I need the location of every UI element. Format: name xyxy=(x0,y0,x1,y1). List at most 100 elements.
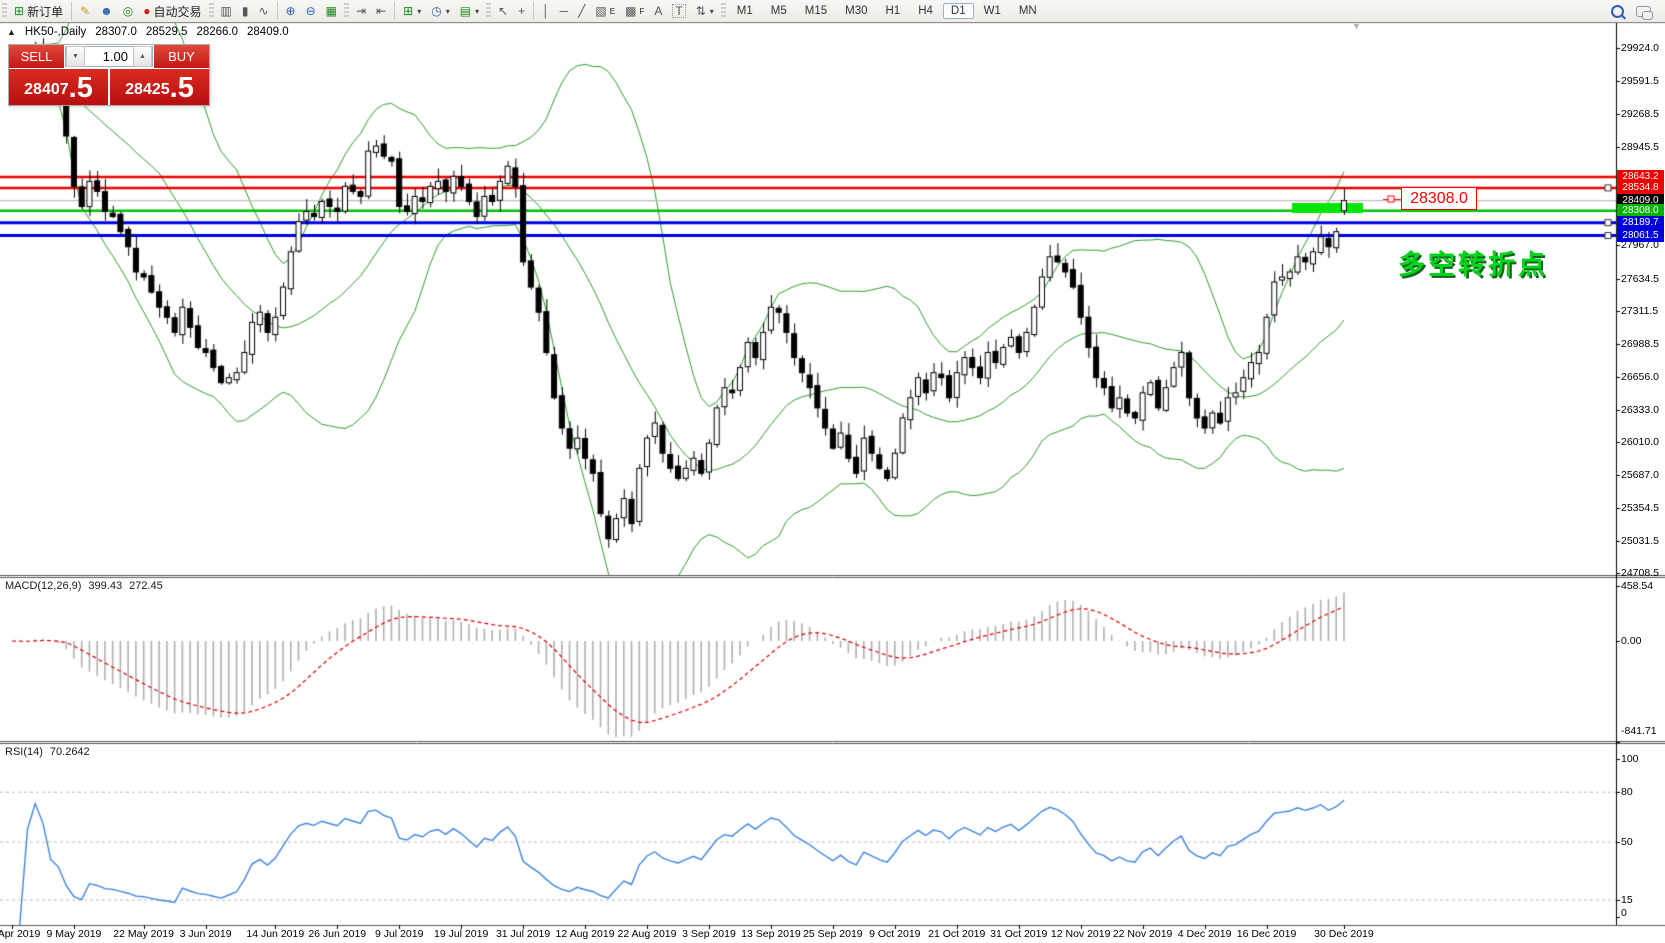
rsi-axis-label: 0 xyxy=(1621,907,1627,919)
fibonacci-sub-label: F xyxy=(639,6,645,16)
time-axis-label: 12 Aug 2019 xyxy=(555,928,615,940)
zoom-out-button[interactable]: ⊖ xyxy=(301,4,321,18)
collapse-icon[interactable]: ▲ xyxy=(7,27,16,37)
price-callout-label[interactable]: 28308.0 xyxy=(1401,187,1477,210)
candlestick-chart-button[interactable]: ▮ xyxy=(237,4,254,18)
trendline-button[interactable]: ╱ xyxy=(573,4,590,18)
toolbar-drag-handle[interactable] xyxy=(486,3,492,19)
arrows-button[interactable]: ⇅ ▾ xyxy=(691,4,719,18)
volume-input[interactable]: 1.00 xyxy=(102,49,128,64)
new-order-button[interactable]: ⊞ 新订单 xyxy=(9,2,68,21)
price-axis-tick-label: 29924.0 xyxy=(1621,42,1659,54)
time-axis-label: 9 May 2019 xyxy=(46,928,102,940)
timeframe-button-M30[interactable]: M30 xyxy=(845,5,868,17)
cursor-icon: ↖ xyxy=(498,4,509,18)
chart-shift-marker-icon[interactable]: ▼ xyxy=(1352,21,1361,31)
autotrading-label: 自动交易 xyxy=(153,4,202,19)
toolbar-drag-handle[interactable] xyxy=(2,3,7,19)
crosshair-button[interactable]: + xyxy=(513,4,530,18)
equidistant-channel-button[interactable]: ▧ E xyxy=(590,4,620,18)
toolbar-separator xyxy=(533,2,535,20)
tile-windows-button[interactable]: ▦ xyxy=(321,4,342,18)
time-axis-label: 22 May 2019 xyxy=(113,928,174,940)
buy-button[interactable]: BUY xyxy=(154,45,209,68)
price-tag: 28534.8 xyxy=(1617,181,1664,195)
toolbar-drag-handle[interactable] xyxy=(344,3,350,19)
community-button[interactable]: ☻ xyxy=(95,4,118,18)
timeframe-button-D1[interactable]: D1 xyxy=(942,3,974,19)
auto-scroll-button[interactable]: ⇥ xyxy=(351,4,371,18)
sell-price-display[interactable]: 28407 .5 xyxy=(9,69,108,105)
timeframe-button-M5[interactable]: M5 xyxy=(770,5,787,17)
one-click-trading-panel: SELL ▼ 1.00 ▲ BUY 28407 .5 28425 .5 xyxy=(8,44,210,106)
text-icon: A xyxy=(654,4,663,18)
chart-shift-button[interactable]: ⇤ xyxy=(371,4,391,18)
toolbar-drag-handle[interactable] xyxy=(720,3,726,19)
ohlc-low: 28266.0 xyxy=(196,26,239,38)
buy-price-display[interactable]: 28425 .5 xyxy=(110,69,209,105)
horizontal-line-button[interactable]: ─ xyxy=(555,4,574,18)
timeframe-button-H4[interactable]: H4 xyxy=(918,5,933,17)
time-axis-label: 4 Dec 2019 xyxy=(1177,928,1232,940)
ohlc-high: 28529.5 xyxy=(145,26,188,38)
time-axis-label: 19 Jul 2019 xyxy=(433,928,489,940)
toolbar-separator xyxy=(71,2,73,20)
signals-button[interactable]: ◎ xyxy=(118,4,138,18)
sell-button[interactable]: SELL xyxy=(9,45,64,68)
indicators-button[interactable]: ⊞ ▾ xyxy=(398,4,426,18)
price-axis-tick-label: 29268.5 xyxy=(1621,108,1659,120)
channel-icon: ▧ xyxy=(595,4,607,18)
line-chart-button[interactable]: ∿ xyxy=(253,4,273,18)
timeframe-button-W1[interactable]: W1 xyxy=(983,5,1001,17)
rsi-indicator-label: RSI(14) 70.2642 xyxy=(5,746,90,758)
timeframe-button-M15[interactable]: M15 xyxy=(804,5,828,17)
turning-point-annotation[interactable]: 多空转折点 xyxy=(1398,250,1548,280)
time-axis-label: 13 Sep 2019 xyxy=(741,928,801,940)
bar-chart-icon: ▥ xyxy=(220,4,232,18)
rsi-axis-label: 15 xyxy=(1621,894,1633,907)
toolbar-drag-handle[interactable] xyxy=(208,3,214,19)
timeframe-button-M1[interactable]: M1 xyxy=(736,5,753,17)
templates-button[interactable]: ▤ ▾ xyxy=(455,4,484,18)
volume-decrease-icon[interactable]: ▼ xyxy=(66,46,85,67)
fibonacci-button[interactable]: ▩ F xyxy=(620,4,649,18)
time-axis-label: 26 Apr 2019 xyxy=(0,928,41,940)
chart-symbol-header: ▲ HK50-,Daily 28307.0 28529.5 28266.0 28… xyxy=(7,26,289,38)
price-axis-tick-label: 26656.0 xyxy=(1621,371,1659,384)
price-tag: 28061.5 xyxy=(1617,229,1664,243)
rsi-axis-label: 100 xyxy=(1621,753,1639,765)
rsi-name: RSI(14) xyxy=(5,746,43,758)
vertical-line-icon: │ xyxy=(542,4,550,18)
search-icon[interactable] xyxy=(1611,4,1624,18)
time-axis-label: 3 Sep 2019 xyxy=(682,928,736,940)
text-button[interactable]: A xyxy=(649,4,667,18)
dropdown-arrow-icon: ▾ xyxy=(445,6,450,16)
autotrading-button[interactable]: ● 自动交易 xyxy=(138,2,206,21)
dropdown-arrow-icon: ▾ xyxy=(475,6,480,16)
time-axis-label: 22 Aug 2019 xyxy=(617,928,677,940)
volume-stepper[interactable]: ▼ 1.00 ▲ xyxy=(65,46,153,67)
text-label-button[interactable]: T xyxy=(667,3,690,19)
chat-icon[interactable] xyxy=(1636,5,1653,20)
timeframe-button-MN[interactable]: MN xyxy=(1018,5,1037,17)
vertical-line-button[interactable]: │ xyxy=(537,4,555,18)
buy-price-frac: .5 xyxy=(169,72,194,104)
tile-windows-icon: ▦ xyxy=(325,4,338,18)
bar-chart-button[interactable]: ▥ xyxy=(216,4,237,18)
volume-increase-icon[interactable]: ▲ xyxy=(133,46,152,67)
metaeditor-button[interactable]: ✎ xyxy=(75,4,95,18)
rsi-axis-label: 50 xyxy=(1621,836,1633,848)
periods-button[interactable]: ◷ ▾ xyxy=(426,4,455,18)
zoom-in-button[interactable]: ⊕ xyxy=(281,4,301,18)
toolbar-right-group xyxy=(1611,4,1665,20)
price-tag: 28189.7 xyxy=(1617,216,1664,230)
price-axis-tick-label: 28945.5 xyxy=(1621,140,1659,153)
cursor-button[interactable]: ↖ xyxy=(493,4,513,18)
timeframe-button-H1[interactable]: H1 xyxy=(885,5,901,17)
time-axis-label: 9 Oct 2019 xyxy=(869,928,921,940)
main-toolbar: ⊞ 新订单 ✎ ☻ ◎ ● 自动交易 ▥ ▮ ∿ ⊕ ⊖ ▦ ⇥ ⇤ ⊞ ▾ ◷… xyxy=(0,0,1665,23)
price-axis-tick-label: 27634.5 xyxy=(1621,272,1659,285)
time-axis-label: 30 Dec 2019 xyxy=(1314,928,1374,940)
